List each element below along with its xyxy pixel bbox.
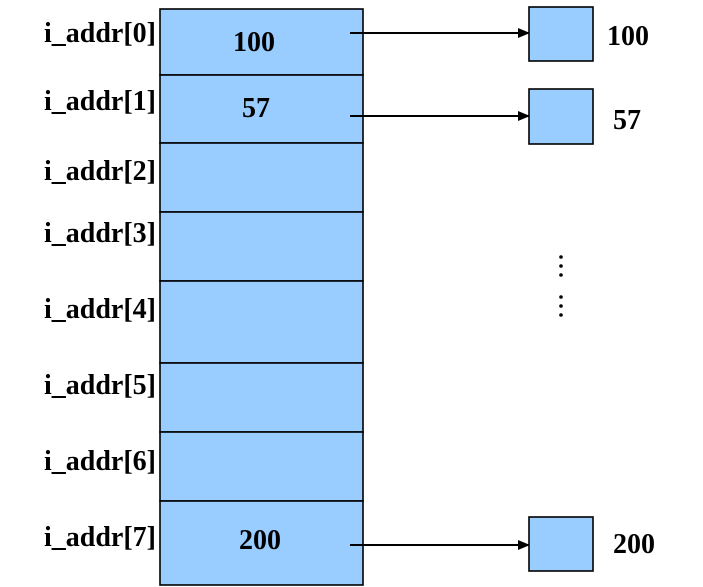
array-cell-6 (159, 431, 364, 502)
pointer-arrows (350, 28, 530, 550)
ellipsis-dot (559, 304, 563, 308)
array-label-3: i_addr[3] (44, 218, 156, 249)
ellipsis-dot (559, 255, 563, 259)
ellipsis-dot (559, 264, 563, 268)
ellipsis-dot (559, 295, 563, 299)
array-cell-7 (159, 500, 364, 586)
array-label-0: i_addr[0] (44, 18, 156, 49)
array-value-0: 100 (233, 27, 275, 58)
address-array (159, 8, 364, 586)
target-label-2: 200 (613, 529, 655, 560)
array-values: 100 57 200 (233, 27, 281, 556)
target-block-2 (528, 516, 594, 572)
array-value-7: 200 (239, 525, 281, 556)
target-label-1: 57 (613, 105, 641, 136)
array-labels: i_addr[0] i_addr[1] i_addr[2] i_addr[3] … (44, 18, 156, 553)
array-cell-4 (159, 280, 364, 364)
ellipsis-dot (559, 273, 563, 277)
array-label-2: i_addr[2] (44, 156, 156, 187)
array-cell-1 (159, 74, 364, 144)
array-label-7: i_addr[7] (44, 522, 156, 553)
vertical-ellipsis (559, 255, 563, 317)
target-block-1 (528, 88, 594, 145)
array-label-5: i_addr[5] (44, 370, 156, 401)
array-cell-0 (159, 8, 364, 76)
array-cell-5 (159, 362, 364, 433)
target-blocks: 100 57 200 (528, 6, 655, 572)
array-label-4: i_addr[4] (44, 294, 156, 325)
target-block-0 (528, 6, 594, 62)
target-label-0: 100 (607, 21, 649, 52)
ellipsis-dot (559, 313, 563, 317)
array-label-1: i_addr[1] (44, 86, 156, 117)
array-value-1: 57 (242, 93, 270, 124)
array-cell-2 (159, 142, 364, 213)
array-cell-3 (159, 211, 364, 282)
array-label-6: i_addr[6] (44, 446, 156, 477)
